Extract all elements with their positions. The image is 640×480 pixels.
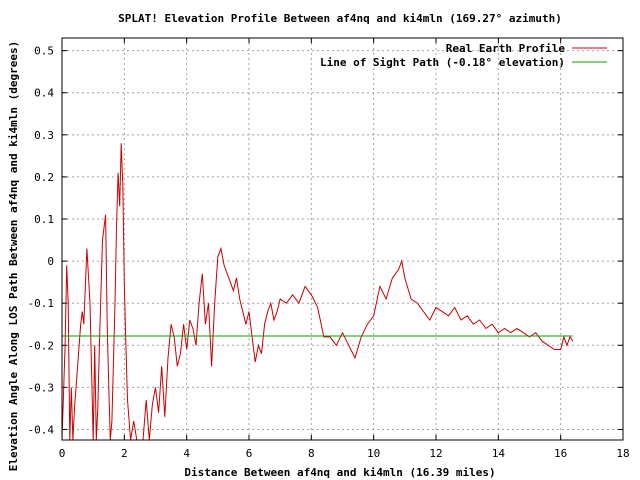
legend-label-profile: Real Earth Profile <box>446 42 566 55</box>
x-tick-label: 16 <box>554 447 567 460</box>
plot-frame <box>61 37 624 441</box>
x-tick-label: 10 <box>367 447 380 460</box>
legend-label-los: Line of Sight Path (-0.18° elevation) <box>320 56 565 69</box>
y-tick-label: 0.3 <box>34 129 54 142</box>
series-group <box>61 143 574 441</box>
x-tick-label: 0 <box>59 447 66 460</box>
legend: Real Earth Profile Line of Sight Path (-… <box>320 42 607 69</box>
x-axis-label: Distance Between af4nq and ki4mln (16.39… <box>184 466 495 479</box>
y-tick-label: -0.4 <box>28 423 55 436</box>
x-tick-label: 18 <box>616 447 629 460</box>
y-tick-label: 0.4 <box>34 87 54 100</box>
y-tick-label: 0 <box>47 255 54 268</box>
y-tick-label: -0.1 <box>28 297 55 310</box>
y-tick-label: 0.1 <box>34 213 54 226</box>
x-tick-label: 12 <box>429 447 442 460</box>
axis-ticks: 0 2 4 6 8 10 12 14 16 18 0.5 0.4 0.3 0.2 0.1 0 -0.1 -0.2 -… <box>28 38 630 460</box>
real-earth-profile-line <box>61 143 574 441</box>
y-axis-label: Elevation Angle Along LOS Path Between a… <box>7 41 20 471</box>
x-tick-label: 14 <box>492 447 506 460</box>
x-tick-label: 2 <box>121 447 128 460</box>
chart-title: SPLAT! Elevation Profile Between af4nq a… <box>118 12 562 25</box>
y-tick-label: 0.5 <box>34 45 54 58</box>
y-tick-label: -0.3 <box>28 381 55 394</box>
grid <box>62 38 623 440</box>
x-tick-label: 4 <box>183 447 190 460</box>
y-tick-label: -0.2 <box>28 339 55 352</box>
y-tick-label: 0.2 <box>34 171 54 184</box>
x-tick-label: 6 <box>246 447 253 460</box>
x-tick-label: 8 <box>308 447 315 460</box>
